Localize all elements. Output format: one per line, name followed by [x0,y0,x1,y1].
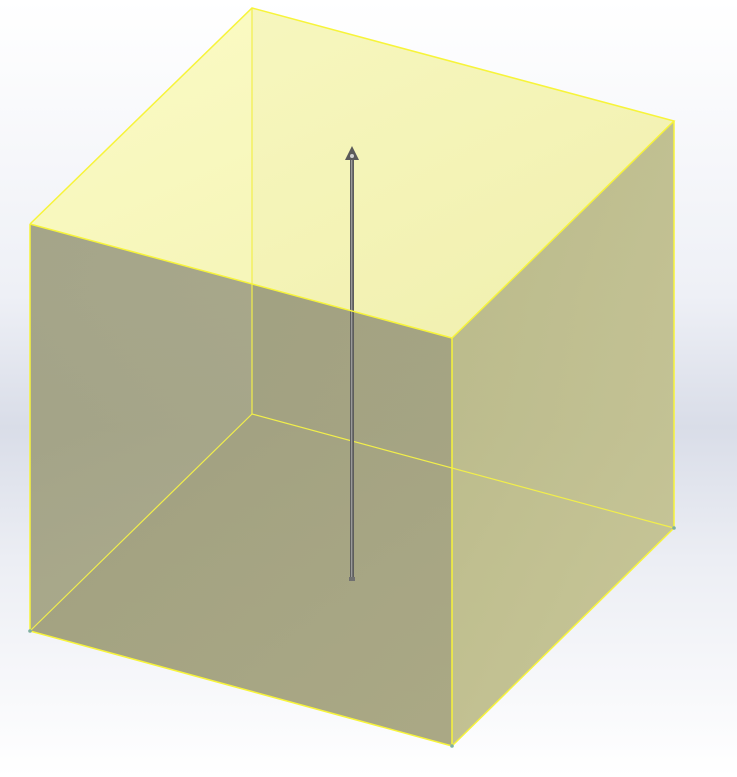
cube-visible-edges [29,7,676,747]
arrow-up-icon [345,146,359,160]
cube-hidden-edges [29,8,675,632]
cube-left-face[interactable] [30,224,452,746]
cube-right-face[interactable] [452,121,674,746]
cube-vertices [28,526,676,748]
axis-arrow[interactable] [345,146,359,581]
